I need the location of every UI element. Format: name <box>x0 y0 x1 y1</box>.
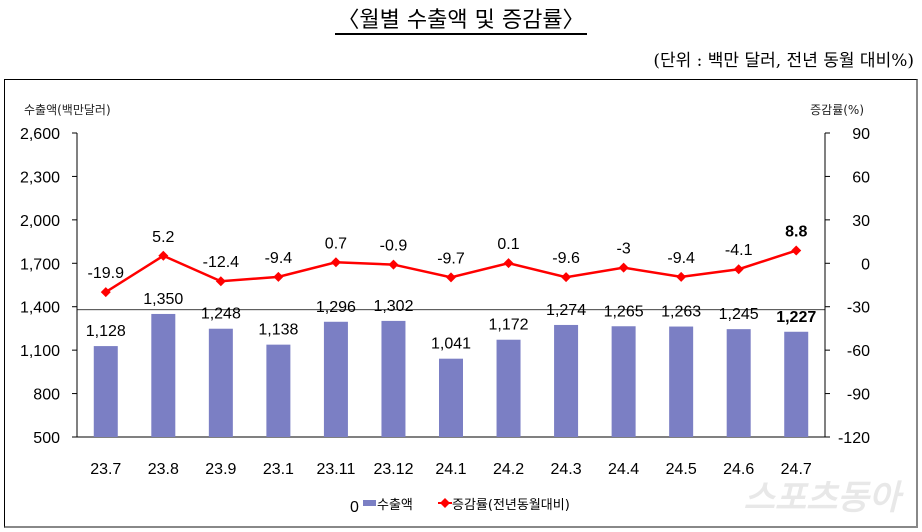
left-tick-label: 2,300 <box>20 169 60 186</box>
left-tick-label: 800 <box>33 387 60 404</box>
growth-marker <box>330 257 341 268</box>
legend-line-label: 증감률(전년동월대비) <box>452 498 570 513</box>
bar <box>266 344 291 437</box>
bar <box>439 358 463 437</box>
growth-marker <box>273 271 284 282</box>
bar <box>726 329 751 437</box>
x-tick-label: 24.6 <box>723 461 754 478</box>
bar-label: 1,274 <box>546 302 586 319</box>
right-tick-label: 90 <box>852 126 870 143</box>
left-tick-label: 2,600 <box>20 126 60 143</box>
bar-label: 1,138 <box>258 322 298 339</box>
bar <box>381 320 406 437</box>
growth-label: 8.8 <box>785 224 807 241</box>
growth-marker <box>791 245 802 256</box>
bar-label: 1,172 <box>489 317 529 334</box>
right-tick-label: -60 <box>847 343 870 360</box>
growth-marker <box>215 276 226 287</box>
growth-label: -4.1 <box>725 242 753 259</box>
bar-label: 1,128 <box>86 323 126 340</box>
bar-label: 1,350 <box>143 291 183 308</box>
bar-label: 1,227 <box>776 309 816 326</box>
growth-label: -9.4 <box>265 250 293 267</box>
bar <box>93 346 118 437</box>
bar <box>151 313 176 437</box>
bar <box>669 326 694 437</box>
growth-label: -9.6 <box>552 250 580 267</box>
x-tick-label: 24.7 <box>781 461 812 478</box>
right-tick-label: 0 <box>861 256 870 273</box>
bar-label: 1,296 <box>316 299 356 316</box>
right-axis-label: 증감률(%) <box>810 103 864 117</box>
growth-marker <box>503 258 514 269</box>
left-tick-label: 1,400 <box>20 300 60 317</box>
growth-label: 0.7 <box>325 235 347 252</box>
page-title: 〈월별 수출액 및 증감률〉 <box>0 2 922 35</box>
legend-line-marker <box>440 498 450 508</box>
bar <box>323 321 348 437</box>
x-tick-label: 23.8 <box>148 461 179 478</box>
x-tick-label: 24.3 <box>551 461 582 478</box>
bar-label: 1,245 <box>719 306 759 323</box>
watermark: 스포츠동아 <box>743 478 900 518</box>
bar-label: 1,263 <box>661 304 701 321</box>
growth-marker <box>618 262 629 273</box>
bar <box>554 324 579 437</box>
growth-label: -9.7 <box>437 250 465 267</box>
x-tick-label: 24.4 <box>608 461 639 478</box>
chart-frame <box>4 79 918 528</box>
left-axis-label: 수출액(백만달러) <box>24 103 111 117</box>
growth-label: -9.4 <box>667 250 695 267</box>
growth-label: -19.9 <box>88 265 125 282</box>
right-tick-label: 30 <box>852 213 870 230</box>
x-tick-label: 23.12 <box>373 461 413 478</box>
growth-marker <box>676 271 687 282</box>
left-tick-label: 1,700 <box>20 256 60 273</box>
bar-label: 1,302 <box>373 298 413 315</box>
growth-label: -3 <box>616 241 630 258</box>
legend-bar-swatch <box>363 500 376 506</box>
x-tick-label: 24.2 <box>493 461 524 478</box>
left-tick-label: 2,000 <box>20 213 60 230</box>
bar-label: 1,041 <box>431 336 471 353</box>
right-tick-label: 60 <box>852 169 870 186</box>
x-tick-label: 23.7 <box>90 461 121 478</box>
left-tick-label: 1,100 <box>20 343 60 360</box>
x-tick-label: 23.9 <box>205 461 236 478</box>
growth-marker <box>561 272 572 283</box>
growth-marker <box>446 272 456 283</box>
unit-note: (단위 : 백만 달러, 전년 동월 대비%) <box>653 51 914 71</box>
growth-label: -0.9 <box>380 238 408 255</box>
bar <box>784 331 809 437</box>
x-tick-label: 24.1 <box>435 461 466 478</box>
title-text: 〈월별 수출액 및 증감률〉 <box>335 8 587 35</box>
bar-label: 1,265 <box>604 303 644 320</box>
growth-label: 5.2 <box>152 229 174 246</box>
growth-label: -12.4 <box>203 254 240 271</box>
legend-prefix: 0 <box>350 499 359 516</box>
x-tick-label: 23.1 <box>263 461 294 478</box>
bar <box>611 326 636 437</box>
growth-marker <box>733 264 744 275</box>
bar <box>496 339 521 437</box>
growth-label: 0.1 <box>497 236 519 253</box>
growth-marker <box>100 287 111 298</box>
x-tick-label: 24.5 <box>666 461 697 478</box>
right-tick-label: -30 <box>847 300 870 317</box>
right-tick-label: -90 <box>847 387 870 404</box>
right-tick-label: -120 <box>838 430 870 447</box>
growth-marker <box>388 259 399 270</box>
bar <box>208 328 233 437</box>
x-tick-label: 23.11 <box>316 461 355 478</box>
left-tick-label: 500 <box>33 430 60 447</box>
legend-bar-label: 수출액 <box>377 498 413 513</box>
bar-label: 1,248 <box>201 306 241 323</box>
growth-marker <box>158 250 169 261</box>
